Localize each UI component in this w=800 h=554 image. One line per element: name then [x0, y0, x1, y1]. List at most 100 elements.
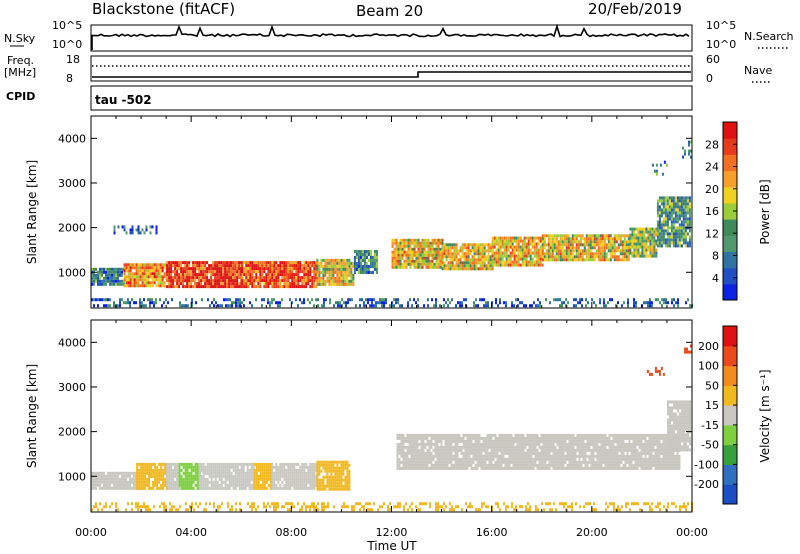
power-cell — [243, 273, 246, 277]
power-cell — [684, 152, 686, 156]
power-cell — [559, 258, 562, 262]
power-cell — [517, 245, 520, 249]
power-cell — [224, 261, 227, 265]
power-cell — [481, 255, 484, 259]
velocity-cell — [514, 451, 517, 455]
power-cell — [660, 232, 663, 236]
velocity-cell — [313, 480, 316, 484]
power-cell — [597, 249, 600, 253]
power-cell — [503, 263, 506, 267]
power-cell — [507, 239, 510, 243]
velocity-cell — [160, 468, 163, 472]
power-cell — [149, 231, 152, 235]
power-cell — [641, 242, 644, 246]
velocity-cell — [125, 483, 127, 487]
power-cell — [455, 304, 457, 308]
velocity-cell — [255, 465, 258, 469]
power-cell — [194, 282, 197, 286]
velocity-cell — [305, 465, 308, 469]
velocity-cell — [232, 477, 235, 481]
power-cell — [545, 255, 548, 259]
power-cell — [141, 272, 144, 276]
power-cell — [635, 242, 638, 246]
velocity-cell — [250, 471, 253, 475]
power-cell — [200, 276, 203, 280]
power-cell — [391, 250, 394, 254]
power-cell — [105, 273, 107, 277]
velocity-cell — [103, 483, 105, 487]
velocity-cell — [224, 474, 227, 478]
power-cell — [121, 267, 123, 271]
velocity-cell — [532, 460, 535, 464]
power-cell — [143, 298, 145, 302]
velocity-cell — [520, 457, 523, 461]
power-cell — [129, 278, 132, 282]
power-cell — [111, 267, 113, 271]
velocity-cell — [428, 448, 431, 452]
power-cell — [338, 258, 341, 262]
velocity-cell — [208, 486, 211, 490]
velocity-cell — [480, 442, 483, 446]
velocity-cell — [448, 433, 451, 437]
power-cell — [251, 276, 254, 280]
velocity-cell — [472, 448, 475, 452]
velocity-cell — [318, 484, 321, 488]
power-cell — [363, 259, 366, 262]
power-cell — [125, 281, 128, 285]
velocity-cell — [522, 454, 525, 458]
velocity-cell — [516, 466, 519, 470]
velocity-cell — [200, 468, 203, 472]
velocity-cell — [248, 462, 251, 466]
power-cell — [365, 250, 368, 253]
power-cell — [141, 301, 143, 305]
velocity-cell — [336, 475, 339, 479]
power-cell — [487, 243, 490, 247]
power-cell — [257, 261, 260, 265]
velocity-cell — [135, 480, 137, 484]
power-cell — [291, 261, 294, 265]
power-cell — [441, 255, 444, 259]
power-cell — [684, 244, 687, 248]
power-cell — [609, 252, 612, 256]
power-cell — [133, 266, 136, 270]
velocity-cell — [318, 478, 321, 482]
velocity-cell — [470, 463, 473, 467]
power-cell — [403, 250, 406, 254]
velocity-cell — [133, 486, 135, 490]
velocity-cell — [307, 474, 310, 478]
velocity-cell — [305, 462, 308, 466]
power-cell — [515, 260, 518, 264]
velocity-cell — [500, 439, 503, 443]
power-cell — [131, 278, 134, 282]
power-cell — [184, 273, 187, 277]
power-cell — [316, 261, 319, 265]
power-cell — [668, 235, 671, 239]
power-cell — [513, 257, 516, 261]
velocity-cell — [295, 471, 298, 475]
power-cell — [435, 301, 437, 305]
velocity-cell — [540, 463, 543, 467]
velocity-cell — [464, 466, 467, 470]
power-cell — [230, 270, 233, 274]
velocity-cell — [470, 460, 473, 464]
velocity-cell — [194, 474, 197, 478]
velocity-cell — [504, 445, 507, 449]
power-cell — [569, 246, 572, 250]
velocity-cell — [448, 445, 451, 449]
power-cell — [609, 255, 612, 259]
power-cell — [447, 252, 450, 256]
velocity-cell — [518, 457, 521, 461]
power-cell — [202, 279, 205, 283]
velocity-cell — [466, 454, 469, 458]
power-cell — [675, 301, 677, 305]
power-cell — [323, 298, 325, 302]
power-cell — [190, 285, 193, 289]
power-cell — [135, 284, 138, 288]
power-cell — [141, 263, 144, 267]
power-cell — [344, 258, 347, 262]
velocity-cell — [91, 483, 93, 487]
power-cell — [684, 223, 687, 227]
power-cell — [485, 267, 488, 271]
power-cell — [224, 279, 227, 283]
power-cell — [645, 230, 648, 234]
